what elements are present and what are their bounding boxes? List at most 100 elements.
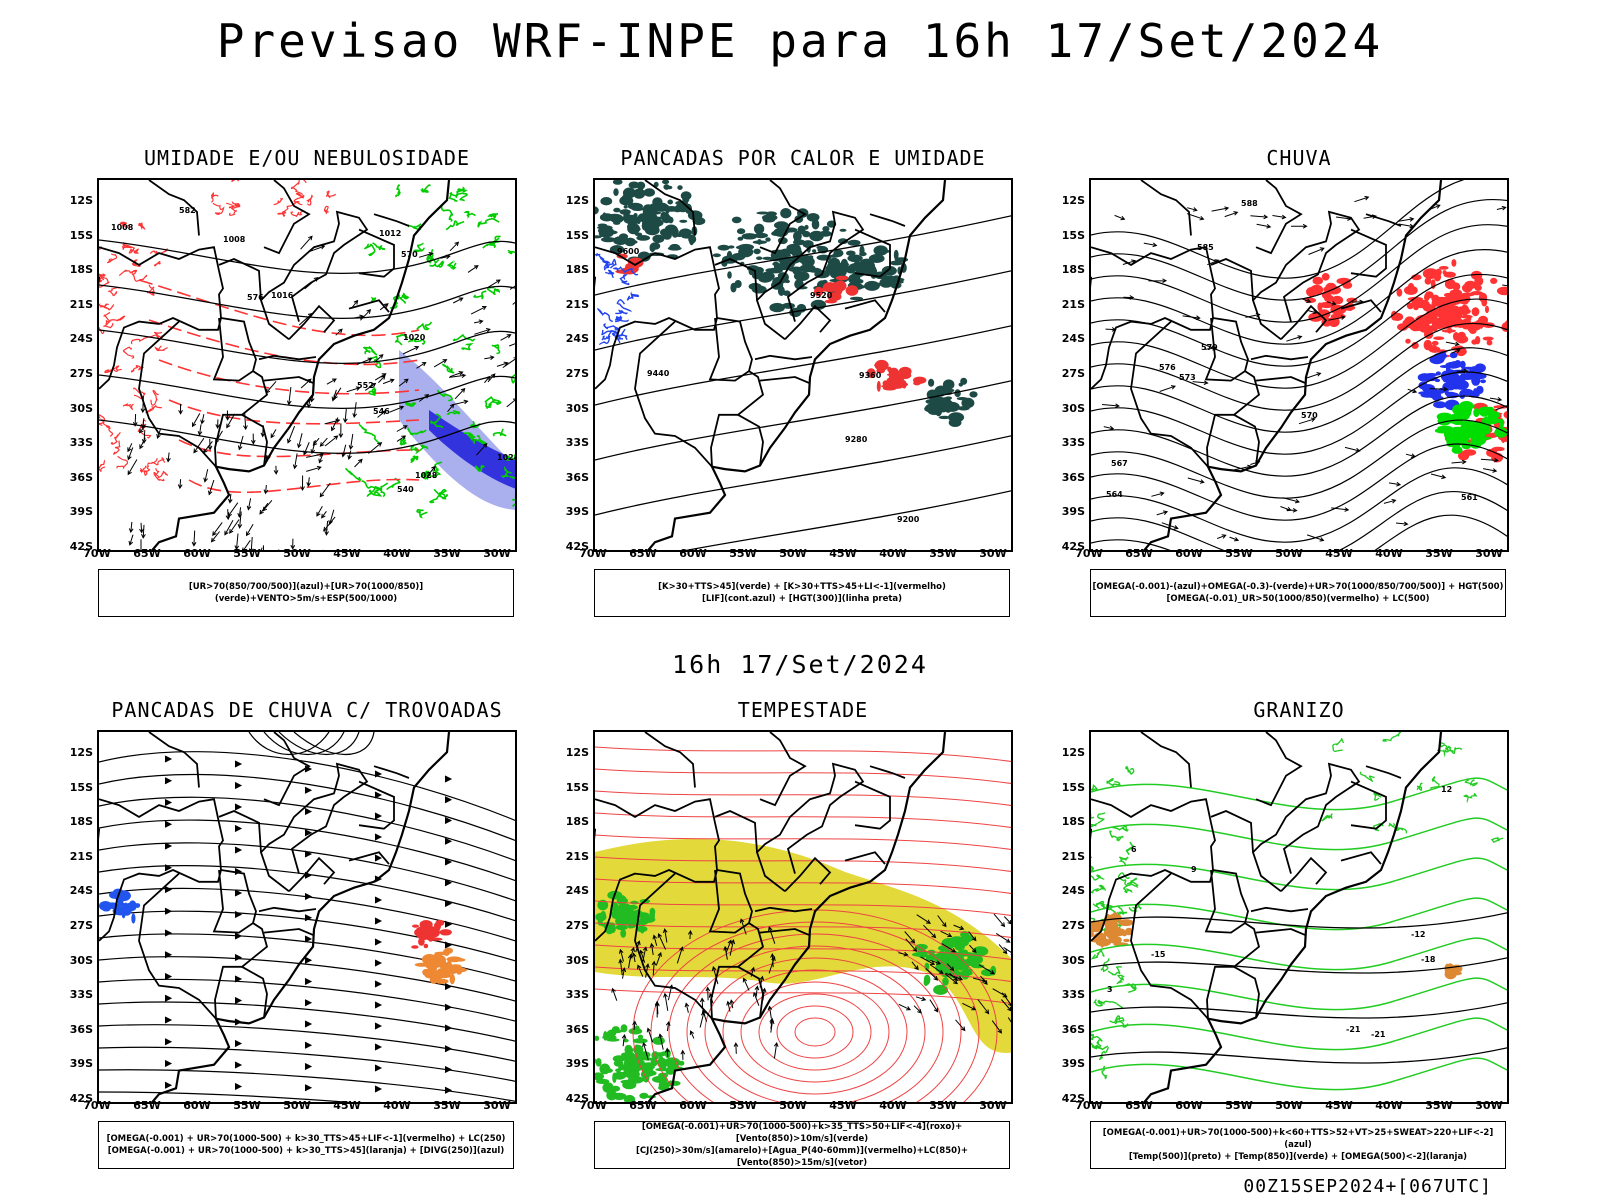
state-border <box>708 869 753 934</box>
strong-omega-area <box>1443 429 1460 440</box>
rain-area <box>1424 277 1432 285</box>
wind-vector <box>937 915 947 928</box>
wind-vector <box>203 469 209 483</box>
thickness-red-contour <box>119 221 129 229</box>
thickness-red-contour <box>103 319 114 329</box>
convection-area <box>425 962 439 970</box>
lon-tick-label: 30W <box>483 547 511 560</box>
state-border <box>258 354 317 361</box>
rain-area <box>1503 410 1507 419</box>
lon-tick-label: 60W <box>1175 1099 1203 1112</box>
temp-850-contour <box>1388 822 1404 831</box>
height-500-contour <box>1091 198 1507 301</box>
strong-wind-area <box>657 1057 668 1068</box>
wind-vector <box>303 442 310 456</box>
lon-tick-label: 40W <box>879 547 907 560</box>
wind-vector <box>898 951 909 957</box>
wind-vector <box>1308 309 1318 315</box>
rain-area <box>1321 273 1330 281</box>
lon-tick-label: 55W <box>1225 1099 1253 1112</box>
wind-vector <box>473 319 484 325</box>
rain-area <box>1461 292 1475 297</box>
thickness-red-contour <box>281 200 303 214</box>
contour-label: 1008 <box>111 223 134 232</box>
wind-vector <box>338 423 344 439</box>
wind-vector <box>396 425 408 432</box>
wind-vector <box>1489 397 1503 402</box>
coastline <box>646 732 947 1102</box>
instability-area <box>797 225 806 235</box>
streamline-arrow <box>444 941 453 949</box>
divergence-area <box>102 902 112 909</box>
strong-wind-area <box>603 1031 608 1041</box>
rain-area <box>1402 318 1416 329</box>
convection-area <box>446 956 463 963</box>
wind-vector <box>449 373 467 379</box>
strong-wind-area <box>624 1094 636 1102</box>
instability-area <box>847 254 863 263</box>
lat-tick-label: 24S <box>69 884 93 898</box>
streamline-850 <box>595 900 1011 916</box>
humidity-lower-contour <box>509 472 515 479</box>
wind-vector <box>1103 425 1115 431</box>
strong-instability-area <box>835 275 849 281</box>
lat-tick-label: 42S <box>69 1092 93 1105</box>
rain-area <box>1481 298 1488 307</box>
omega-500-area <box>1123 938 1130 943</box>
thickness-red-contour <box>99 459 106 473</box>
temp-850-contour <box>1091 1032 1103 1042</box>
state-border <box>644 732 696 788</box>
wind-vector <box>1395 521 1409 527</box>
contour-label: 570 <box>1301 411 1318 420</box>
contour-label: 1028 <box>415 471 438 480</box>
humidity-lower-contour <box>368 482 389 494</box>
instability-area <box>762 256 773 260</box>
wind-vector <box>418 252 434 258</box>
thickness-red-contour <box>122 346 135 359</box>
height-300-contour <box>595 435 1011 516</box>
instability-area <box>812 249 817 253</box>
lifted-index-contour <box>595 252 611 269</box>
thunderstorm-area <box>435 919 445 926</box>
legend-line: [UR>70(850/700/500)](azul)+[UR>70(1000/8… <box>188 582 424 604</box>
wind-vector <box>689 1030 695 1039</box>
lat-tick-label: 24S <box>565 884 589 898</box>
wind-vector <box>649 942 655 955</box>
streamline <box>99 1001 515 1042</box>
wind-vector <box>898 1003 912 1011</box>
thickness-red-contour <box>99 414 106 427</box>
streamline-850 <box>650 921 980 1102</box>
omega-area <box>1420 392 1436 398</box>
instability-area <box>945 401 960 412</box>
streamline-arrow <box>234 911 243 918</box>
rain-area <box>1429 324 1444 330</box>
thickness-red-contour <box>277 210 287 217</box>
state-border <box>644 180 696 236</box>
wind-vector <box>132 413 138 427</box>
lat-tick-label: 21S <box>69 849 93 863</box>
wind-vector <box>270 429 277 439</box>
humidity-lower-contour <box>446 260 457 270</box>
streamline-arrow <box>304 850 313 858</box>
wind-vector <box>1272 214 1287 220</box>
wind-vector <box>324 418 341 425</box>
instability-area <box>613 236 628 246</box>
wind-vector <box>645 963 650 978</box>
instability-area <box>653 181 659 188</box>
streamline-arrow <box>444 1024 453 1032</box>
wind-vector <box>351 299 359 308</box>
map-panel <box>593 730 1013 1104</box>
lat-tick-label: 21S <box>1061 849 1085 863</box>
wind-vector <box>1445 341 1460 347</box>
wind-vector <box>454 387 466 400</box>
height-500-contour <box>1091 347 1507 433</box>
streamline-850 <box>595 966 1011 982</box>
thickness-red-contour <box>305 194 313 206</box>
temp-850-contour <box>1116 974 1125 985</box>
rain-area <box>1396 288 1403 297</box>
strong-wind-area <box>623 1081 632 1089</box>
contour-label: 9360 <box>859 371 882 380</box>
thickness-dashed-contour <box>138 279 420 337</box>
wind-vector <box>1290 223 1308 229</box>
humidity-lower-contour <box>408 337 426 345</box>
